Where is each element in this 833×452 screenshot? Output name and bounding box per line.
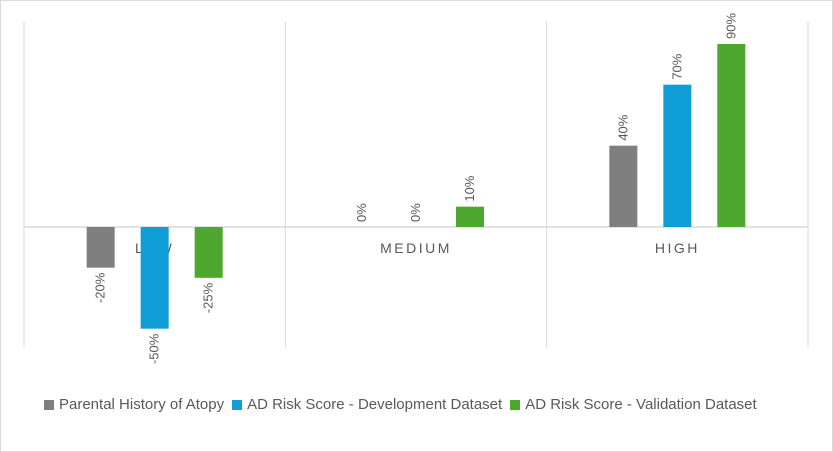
- data-label: 90%: [723, 13, 738, 39]
- data-label: 40%: [615, 114, 630, 140]
- legend-swatch-parental-history: [44, 399, 54, 410]
- legend-label-validation: AD Risk Score - Validation Dataset: [525, 396, 757, 413]
- bar: [194, 227, 223, 278]
- legend-item-validation: AD Risk Score - Validation Dataset: [510, 396, 757, 413]
- legend-label-parental-history: Parental History of Atopy: [59, 396, 225, 413]
- legend-item-development: AD Risk Score - Development Dataset: [232, 396, 502, 413]
- bar: [663, 84, 692, 228]
- data-label: 0%: [354, 203, 369, 222]
- category-label: HIGH: [655, 240, 700, 256]
- data-label: -25%: [201, 282, 216, 313]
- bar: [456, 206, 484, 227]
- chart-legend: Parental History of Atopy AD Risk Score …: [44, 396, 757, 413]
- legend-item-parental-history: Parental History of Atopy: [44, 396, 224, 413]
- data-label: -20%: [93, 272, 108, 303]
- data-label: 10%: [462, 175, 477, 201]
- data-label: 0%: [408, 203, 423, 222]
- data-label: 70%: [669, 53, 684, 79]
- bar: [140, 227, 169, 329]
- legend-label-development: AD Risk Score - Development Dataset: [247, 396, 503, 413]
- bar: [609, 145, 638, 227]
- bar: [717, 44, 746, 227]
- legend-swatch-development: [232, 399, 243, 410]
- category-label: MEDIUM: [380, 240, 452, 256]
- legend-swatch-validation: [510, 399, 521, 410]
- bar: [86, 227, 115, 268]
- data-label: -50%: [147, 333, 162, 364]
